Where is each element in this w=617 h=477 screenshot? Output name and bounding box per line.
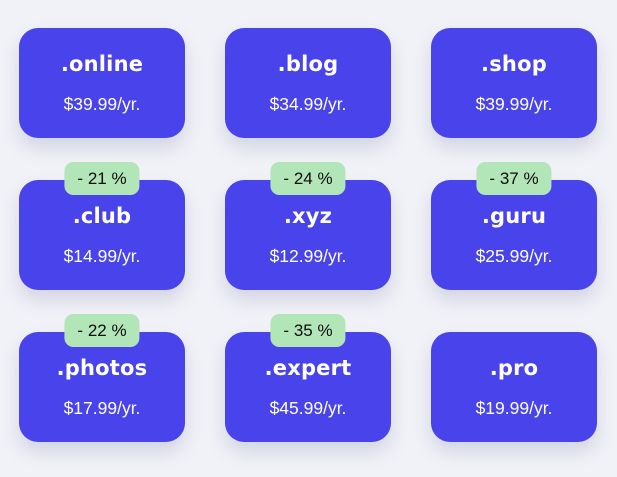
domain-tld-label: .pro <box>489 356 539 380</box>
domain-price: $14.99/yr. <box>63 246 141 266</box>
domain-card-pro[interactable]: .pro $19.99/yr. <box>431 332 597 442</box>
discount-badge: - 24 % <box>270 162 346 195</box>
domain-tld-label: .guru <box>481 204 547 228</box>
domain-card-photos[interactable]: .photos $17.99/yr. <box>19 332 185 442</box>
domain-card-blog[interactable]: .blog $34.99/yr. <box>225 28 391 138</box>
domain-tld-label: .online <box>60 52 144 76</box>
domain-card-club[interactable]: .club $14.99/yr. <box>19 180 185 290</box>
domain-price: $25.99/yr. <box>475 246 553 266</box>
domain-card-xyz[interactable]: .xyz $12.99/yr. <box>225 180 391 290</box>
domain-tld-label: .expert <box>264 356 352 380</box>
discount-badge: - 22 % <box>64 314 140 347</box>
card-cell: .xyz $12.99/yr. - 24 % <box>225 162 391 290</box>
domain-tld-label: .club <box>72 204 132 228</box>
discount-badge: - 35 % <box>270 314 346 347</box>
domain-card-guru[interactable]: .guru $25.99/yr. <box>431 180 597 290</box>
domain-price: $39.99/yr. <box>63 94 141 114</box>
domain-card-expert[interactable]: .expert $45.99/yr. <box>225 332 391 442</box>
card-cell: .pro $19.99/yr. <box>431 332 597 442</box>
discount-badge: - 21 % <box>64 162 140 195</box>
domain-tld-label: .shop <box>481 52 547 76</box>
domain-price: $34.99/yr. <box>269 94 347 114</box>
card-cell: .club $14.99/yr. - 21 % <box>19 162 185 290</box>
domain-card-shop[interactable]: .shop $39.99/yr. <box>431 28 597 138</box>
domain-tld-label: .photos <box>56 356 148 380</box>
card-cell: .photos $17.99/yr. - 22 % <box>19 314 185 442</box>
card-cell: .blog $34.99/yr. <box>225 28 391 138</box>
domain-card-online[interactable]: .online $39.99/yr. <box>19 28 185 138</box>
card-cell: .shop $39.99/yr. <box>431 28 597 138</box>
domain-price: $19.99/yr. <box>475 398 553 418</box>
domain-tld-label: .blog <box>277 52 339 76</box>
card-cell: .expert $45.99/yr. - 35 % <box>225 314 391 442</box>
card-cell: .online $39.99/yr. <box>19 28 185 138</box>
domain-price: $45.99/yr. <box>269 398 347 418</box>
domain-price: $17.99/yr. <box>63 398 141 418</box>
domain-price: $12.99/yr. <box>269 246 347 266</box>
card-cell: .guru $25.99/yr. - 37 % <box>431 162 597 290</box>
discount-badge: - 37 % <box>476 162 552 195</box>
domain-price: $39.99/yr. <box>475 94 553 114</box>
domain-tld-label: .xyz <box>283 204 333 228</box>
